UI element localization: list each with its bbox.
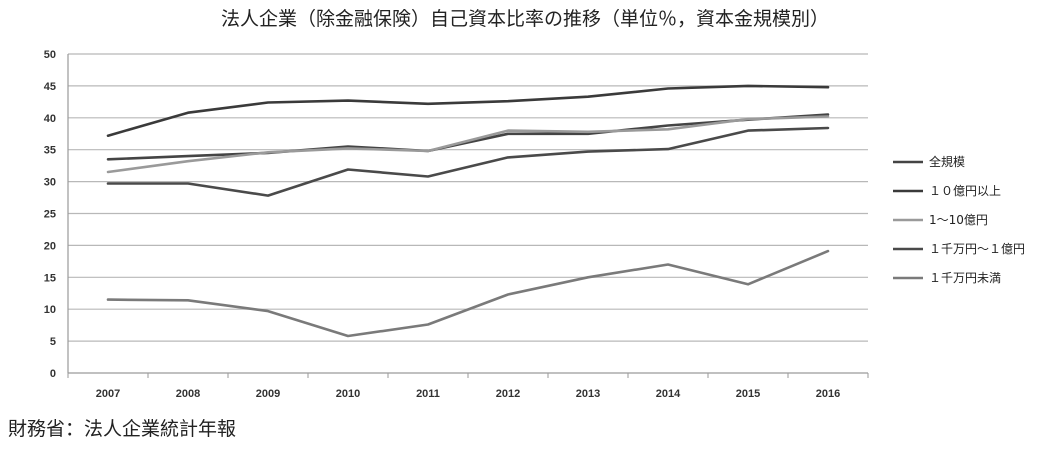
- line-chart: 0 5 10 15 20 25 30 35 40 45 50 2007 2008 2009 2010 201…: [44, 49, 1025, 400]
- y-tick-label: 50: [44, 49, 56, 61]
- x-tick-label: 2016: [816, 388, 840, 400]
- y-tick-label: 0: [50, 368, 56, 380]
- x-tick-label: 2012: [496, 388, 520, 400]
- y-tick-label: 20: [44, 240, 56, 252]
- series-line-0: [106, 113, 830, 161]
- y-tick-label: 25: [44, 209, 56, 221]
- series-line-4: [106, 249, 830, 338]
- legend-label: １０億円以上: [929, 184, 1001, 198]
- series-lines: [106, 84, 830, 338]
- y-tick-label: 10: [44, 304, 56, 316]
- y-tick-label: 45: [44, 81, 56, 93]
- y-tick-label: 15: [44, 272, 56, 284]
- source-note: 財務省：法人企業統計年報: [8, 418, 237, 440]
- x-tick-label: 2015: [736, 388, 760, 400]
- series-line-2: [106, 115, 830, 174]
- x-tick-label: 2011: [416, 388, 440, 400]
- y-tick-label: 40: [44, 113, 56, 125]
- x-tick-label: 2013: [576, 388, 600, 400]
- x-tick-label: 2014: [656, 388, 681, 400]
- axes: [67, 54, 869, 378]
- legend-label: 1～10億円: [929, 213, 988, 227]
- grid-lines: [68, 53, 868, 342]
- series-line-3: [106, 126, 830, 197]
- y-tick-label: 30: [44, 177, 56, 189]
- chart-title: 法人企業（除金融保険）自己資本比率の推移（単位％，資本金規模別）: [220, 8, 829, 30]
- series-line-1: [106, 84, 830, 137]
- legend: 全規模 １０億円以上 1～10億円 １千万円～１億円 １千万円未満: [893, 154, 1025, 285]
- legend-label: 全規模: [929, 154, 965, 169]
- x-tick-label: 2010: [336, 388, 360, 400]
- y-tick-label: 35: [44, 145, 56, 157]
- x-tick-label: 2007: [96, 388, 120, 400]
- legend-label: １千万円～１億円: [929, 242, 1025, 256]
- y-tick-labels: 0 5 10 15 20 25 30 35 40 45 50: [44, 49, 56, 380]
- x-tick-label: 2009: [256, 388, 280, 400]
- x-tick-label: 2008: [176, 388, 200, 400]
- legend-label: １千万円未満: [929, 271, 1001, 285]
- y-tick-label: 5: [50, 336, 56, 348]
- x-tick-labels: 2007 2008 2009 2010 2011 2012 2013 2014 2015 2016: [96, 388, 840, 400]
